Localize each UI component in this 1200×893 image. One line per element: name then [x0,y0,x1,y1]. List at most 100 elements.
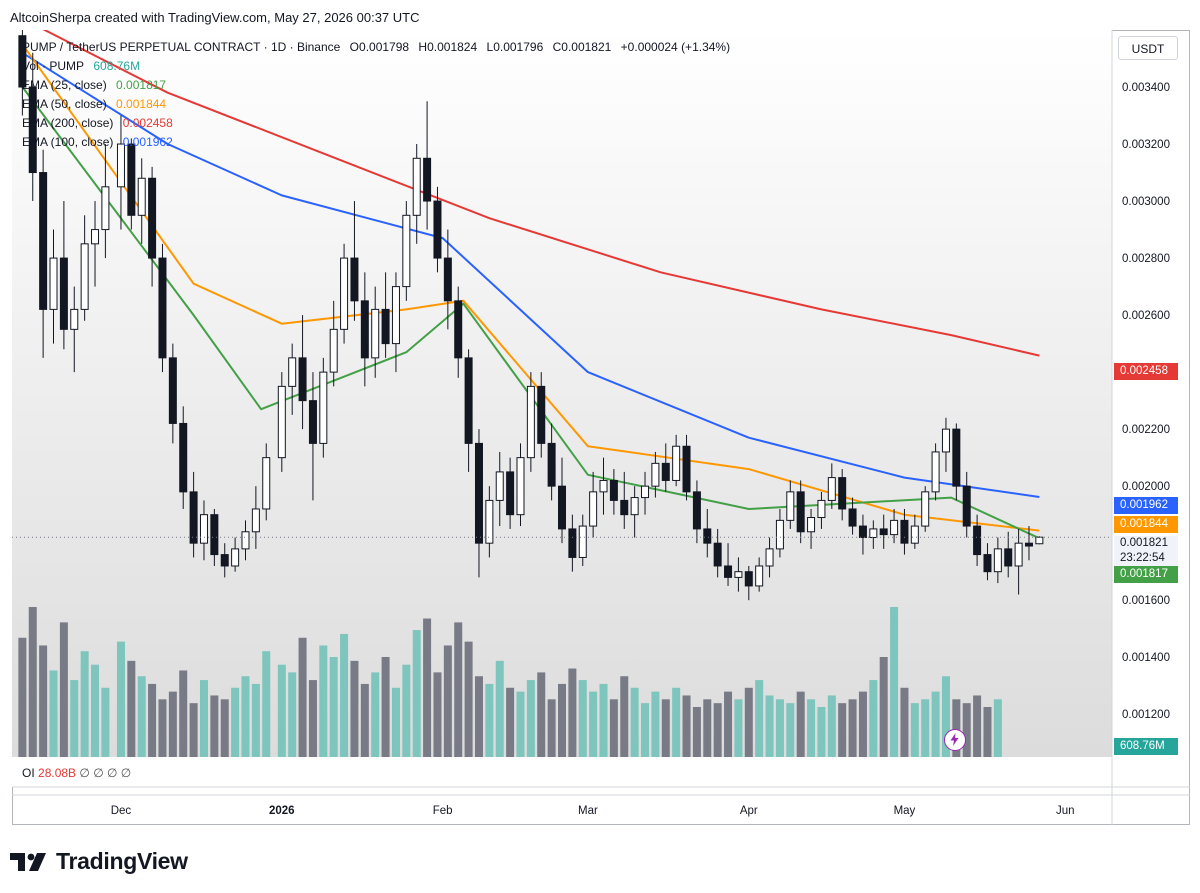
volume-bar [340,633,349,757]
candle-body [371,308,380,359]
candle-body [983,554,992,573]
candle-body [890,519,899,536]
candle-body [651,462,660,487]
volume-bar [91,664,100,757]
candle-body [412,157,421,216]
candle-body [796,491,805,533]
ema200-label: EMA (200, close) [22,116,114,130]
tradingview-logo[interactable]: TradingView [10,848,188,875]
volume-bar [127,660,136,757]
ema25-value: 0.001817 [116,78,167,92]
candle-body [931,451,940,493]
volume-bar [807,699,816,757]
volume-tag: 608.76M [1114,738,1178,755]
volume-bar [199,680,208,757]
volume-bar [744,687,753,757]
ema200-legend[interactable]: EMA (200, close) 0.002458 [22,116,179,130]
ema200-value: 0.002458 [122,116,173,130]
candle-body [537,385,546,444]
volume-bar [433,672,442,757]
candle-body [734,571,743,578]
candle-body [765,548,774,567]
volume-bar [858,691,867,757]
symbol-title[interactable]: PUMP / TetherUS PERPETUAL CONTRACT · 1D … [22,40,341,54]
symbol-legend[interactable]: PUMP / TetherUS PERPETUAL CONTRACT · 1D … [22,40,736,54]
volume-bar [641,703,650,757]
volume-legend[interactable]: Vol · PUMP 608.76M [22,59,146,73]
volume-bar [148,683,157,757]
price-tick-label: 0.003400 [1122,82,1170,94]
candle-body [454,300,463,359]
price-tick-label: 0.003200 [1122,139,1170,151]
candle-body [189,491,198,544]
candle-body [641,485,650,499]
candle-body [241,531,250,550]
lightning-icon[interactable] [944,729,966,751]
ema25-legend[interactable]: EMA (25, close) 0.001817 [22,78,172,92]
candle-body [298,357,307,402]
candle-body [277,385,286,459]
candle-body [91,229,100,245]
volume-bar [101,687,110,757]
candle-body [599,479,608,493]
volume-bar [371,672,380,757]
volume-bar [692,707,701,757]
ema25-price-tag: 0.001817 [1114,566,1178,583]
candle-body [858,525,867,538]
candle-body [993,548,1002,573]
change-value: +0.000024 (+1.34%) [620,40,731,54]
volume-bar [412,630,421,757]
candle-body [464,357,473,444]
candle-body [921,491,930,527]
candle-body [127,143,136,216]
candle-body [962,485,971,527]
volume-bar [817,707,826,757]
volume-bar [189,703,198,757]
candle-body [391,286,400,345]
candle-body [807,517,816,533]
volume-bar [869,680,878,757]
candle-body [713,542,722,567]
volume-bar [39,645,48,757]
price-tick-label: 0.001600 [1122,595,1170,607]
volume-bar [578,680,587,757]
volume-bar [298,637,307,757]
volume-bar [775,699,784,757]
candle-body [381,308,390,345]
volume-bar [827,695,836,757]
volume-bar [231,687,240,757]
currency-selector[interactable]: USDT [1118,36,1178,60]
volume-bar [251,683,260,757]
volume-bar [734,699,743,757]
candle-body [558,485,566,530]
candle-body [1004,548,1013,567]
candle-body [516,457,525,516]
volume-bar [288,672,297,757]
open-interest-legend[interactable]: OI 28.08B ∅ ∅ ∅ ∅ [22,766,131,780]
candle-body [210,514,219,556]
price-chart[interactable]: 0.003400 0.003200 0.003000 0.002800 0.002600… [12,30,1190,825]
price-tick-label: 0.001200 [1122,709,1170,721]
volume-bar [506,687,515,757]
candle-body [817,499,826,519]
candle-body [692,491,701,530]
ema100-legend[interactable]: EMA (100, close) 0.001962 [22,135,179,149]
volume-bar [568,668,577,757]
price-tick-label: 0.002800 [1122,253,1170,265]
candle-body [568,528,577,558]
candle-body [168,357,177,424]
volume-bar [464,641,473,757]
candle-body [251,508,260,533]
volume-bar [900,687,909,757]
volume-bar [360,683,369,757]
brand-name: TradingView [56,848,188,874]
price-tick-label: 0.001400 [1122,652,1170,664]
candle-body [137,177,146,216]
candle-body [39,172,48,310]
volume-bar [220,699,229,757]
candle-body [423,157,432,202]
volume-bar [962,703,971,757]
ema50-legend[interactable]: EMA (50, close) 0.001844 [22,97,172,111]
volume-bar [558,683,566,757]
oi-extra: ∅ ∅ ∅ ∅ [79,766,132,780]
